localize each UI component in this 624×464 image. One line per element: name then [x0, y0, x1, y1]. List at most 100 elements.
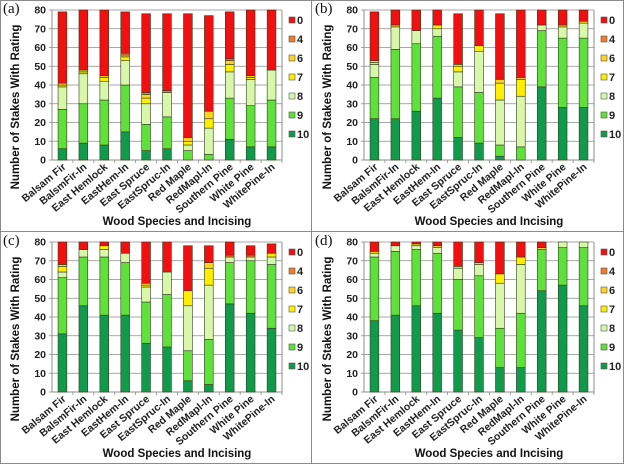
bar-segment-rating-8	[432, 28, 442, 37]
y-tick-label: 60	[34, 42, 46, 54]
bar-segment-rating-8	[78, 73, 89, 105]
bar-segment-rating-9	[225, 262, 235, 305]
legend-label: 4	[297, 34, 304, 46]
legend-swatch-8	[600, 92, 608, 100]
bar-segment-rating-6	[183, 137, 193, 142]
bar-segment-rating-0	[162, 13, 172, 91]
legend-label: 0	[297, 247, 303, 259]
bar-segment-rating-7	[120, 56, 130, 61]
bar-segment-rating-8	[99, 80, 109, 101]
bar-segment-rating-10	[225, 139, 235, 161]
bar-segment-rating-7	[516, 79, 526, 97]
legend-swatch-0	[288, 16, 296, 24]
bar-segment-rating-8	[453, 71, 463, 88]
legend-swatch-6	[600, 54, 608, 62]
y-tick-label: 70	[34, 255, 46, 267]
bar-segment-rating-10	[120, 314, 130, 393]
bar-stack	[474, 9, 484, 161]
legend-label: 7	[609, 72, 615, 84]
bar-stack	[99, 9, 109, 161]
legend-swatch-0	[288, 248, 296, 256]
y-tick-label: 0	[352, 387, 358, 399]
bar-segment-rating-10	[245, 312, 256, 393]
legend-swatch-8	[600, 324, 608, 332]
bar-segment-rating-10	[99, 144, 109, 161]
bar-segment-rating-9	[578, 37, 589, 108]
bar-segment-rating-10	[537, 290, 547, 393]
bar-segment-rating-8	[225, 71, 235, 99]
bar-stack	[495, 241, 505, 393]
bar-segment-rating-8	[162, 92, 172, 118]
x-axis-title: Wood Species and Incising	[103, 216, 252, 228]
bar-segment-rating-10	[557, 107, 568, 161]
y-tick-label: 30	[34, 98, 46, 110]
legend-swatch-7	[600, 73, 608, 81]
legend-swatch-10	[600, 130, 608, 138]
legend-label: 10	[609, 129, 621, 141]
legend-swatch-10	[288, 362, 296, 370]
bar-segment-rating-8	[183, 144, 193, 151]
y-tick-label: 40	[346, 80, 358, 92]
bar-segment-rating-0	[474, 241, 484, 263]
bar-segment-rating-6	[141, 94, 151, 99]
bar-segment-rating-9	[183, 150, 193, 161]
legend-swatch-8	[288, 324, 296, 332]
legend-swatch-6	[288, 286, 296, 294]
bar-segment-rating-10	[141, 150, 151, 161]
bar-segment-rating-0	[120, 11, 130, 54]
legend-label: 6	[297, 53, 303, 65]
bar-stack	[432, 9, 442, 161]
bar-segment-rating-10	[495, 367, 505, 393]
bar-segment-rating-0	[390, 9, 401, 26]
legend-label: 6	[609, 53, 615, 65]
y-tick-label: 50	[346, 61, 358, 73]
bar-segment-rating-8	[78, 249, 89, 258]
bar-stack	[411, 9, 421, 161]
legend-swatch-9	[288, 111, 296, 119]
bar-segment-rating-0	[557, 9, 568, 26]
bar-stack	[578, 9, 589, 161]
bar-segment-rating-0	[204, 245, 214, 263]
bar-segment-rating-9	[537, 249, 547, 292]
legend: 0 4 6 7 8 9 10	[288, 247, 309, 373]
y-tick-label: 40	[346, 312, 358, 324]
bar-segment-rating-9	[99, 256, 109, 316]
bar-segment-rating-7	[204, 267, 214, 286]
bar-segment-rating-9	[78, 256, 89, 307]
bar-segment-rating-6	[495, 79, 505, 84]
legend-label: 4	[297, 266, 304, 278]
bar-segment-rating-0	[99, 9, 109, 76]
bar-segment-rating-9	[204, 339, 214, 385]
bar-segment-rating-9	[266, 264, 277, 329]
bar-segment-rating-0	[495, 13, 505, 80]
bar-segment-rating-8	[369, 64, 380, 78]
legend-swatch-10	[288, 130, 296, 138]
bar-segment-rating-10	[162, 346, 172, 393]
bar-segment-rating-8	[557, 241, 568, 248]
bar-stack	[245, 245, 256, 393]
bar-stack	[141, 241, 151, 393]
bar-segment-rating-10	[120, 131, 130, 161]
bar-segment-rating-8	[245, 256, 256, 262]
y-tick-label: 70	[34, 23, 46, 35]
bar-segment-rating-10	[578, 107, 589, 161]
legend-label: 10	[297, 129, 309, 141]
y-tick-label: 80	[34, 5, 46, 17]
bar-segment-rating-10	[474, 142, 484, 161]
panel-label: (a)	[3, 1, 20, 17]
bar-segment-rating-0	[390, 241, 401, 247]
bar-stack	[537, 9, 547, 161]
y-tick-label: 10	[34, 136, 46, 148]
bar-segment-rating-7	[141, 97, 151, 105]
bar-segment-rating-9	[557, 37, 568, 108]
legend-label: 0	[297, 15, 303, 27]
bar-segment-rating-9	[225, 97, 235, 140]
y-tick-label: 30	[346, 98, 358, 110]
bar-segment-rating-8	[141, 286, 151, 303]
bar-segment-rating-7	[474, 45, 484, 52]
bar-stack	[390, 241, 401, 393]
bar-segment-rating-8	[495, 282, 505, 329]
bar-segment-rating-8	[578, 22, 589, 39]
y-tick-label: 60	[346, 42, 358, 54]
